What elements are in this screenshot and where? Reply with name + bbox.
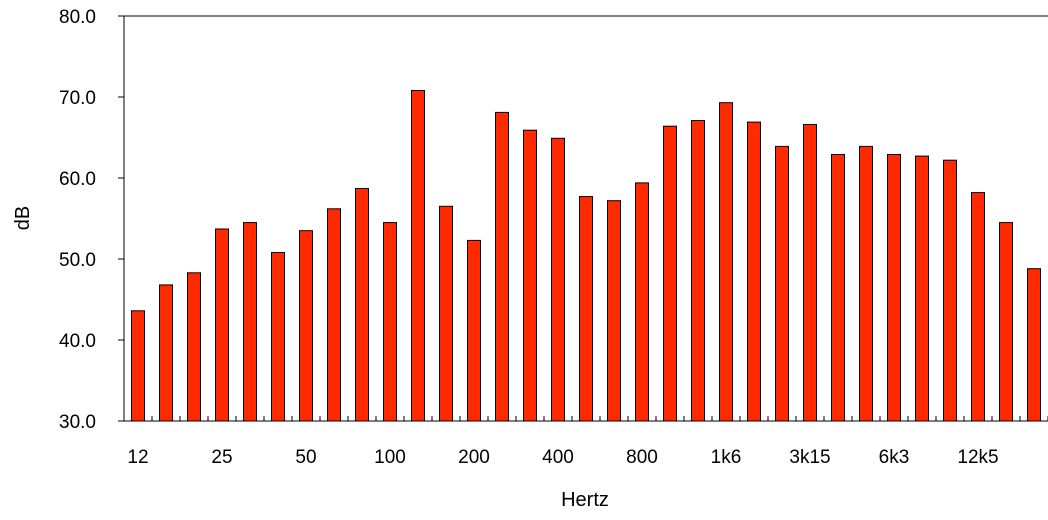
bar: [999, 222, 1013, 422]
bar: [551, 137, 565, 422]
bar: [523, 129, 537, 422]
bar: [243, 222, 257, 422]
x-tick-label: 25: [211, 447, 232, 468]
bar: [635, 182, 649, 422]
bar: [775, 145, 789, 422]
bar: [971, 192, 985, 422]
bar: [411, 90, 425, 422]
bar: [915, 155, 929, 422]
bar: [131, 310, 145, 422]
bar: [383, 222, 397, 422]
bar: [299, 230, 313, 422]
x-tick-label: 3k15: [789, 447, 830, 468]
y-tick-label: 30.0: [59, 412, 96, 433]
bar: [327, 208, 341, 422]
bar: [579, 196, 593, 422]
bars-group: [131, 90, 1041, 422]
bar: [607, 200, 621, 422]
bar: [663, 125, 677, 422]
bar: [355, 188, 369, 422]
bar: [943, 159, 957, 422]
bar: [495, 111, 509, 422]
bar: [831, 154, 845, 422]
bar: [187, 272, 201, 422]
bar: [439, 205, 453, 422]
x-tick-label: 800: [626, 447, 658, 468]
x-tick-label: 1k6: [711, 447, 742, 468]
x-ticks-group: 12 25 50 100 200 400 800 1k6 3k15 6k3 12k5: [123, 416, 1048, 468]
bar: [215, 228, 229, 422]
y-tick-label: 40.0: [59, 331, 96, 352]
y-tick-label: 70.0: [59, 88, 96, 109]
x-tick-label: 100: [374, 447, 406, 468]
y-tick-label: 80.0: [59, 7, 96, 28]
y-axis-title: dB: [12, 206, 34, 230]
x-tick-label: 400: [542, 447, 574, 468]
x-tick-label: 12: [127, 447, 148, 468]
bar: [271, 252, 285, 422]
bar: [887, 154, 901, 422]
axes-group: [123, 15, 1048, 422]
y-tick-label: 50.0: [59, 250, 96, 271]
bar: [1027, 268, 1041, 422]
y-tick-label: 60.0: [59, 169, 96, 190]
bar: [747, 121, 761, 422]
bar: [719, 102, 733, 422]
bar: [803, 124, 817, 422]
bar: [467, 239, 481, 422]
bar: [859, 145, 873, 422]
y-ticks-group: 30.0 40.0 50.0 60.0 70.0 80.0: [59, 7, 124, 433]
x-tick-label: 12k5: [957, 447, 998, 468]
x-tick-label: 6k3: [879, 447, 910, 468]
bar: [159, 284, 173, 422]
x-tick-label: 200: [458, 447, 490, 468]
x-axis-title: Hertz: [561, 489, 609, 511]
x-tick-label: 50: [295, 447, 316, 468]
bar: [691, 120, 705, 422]
